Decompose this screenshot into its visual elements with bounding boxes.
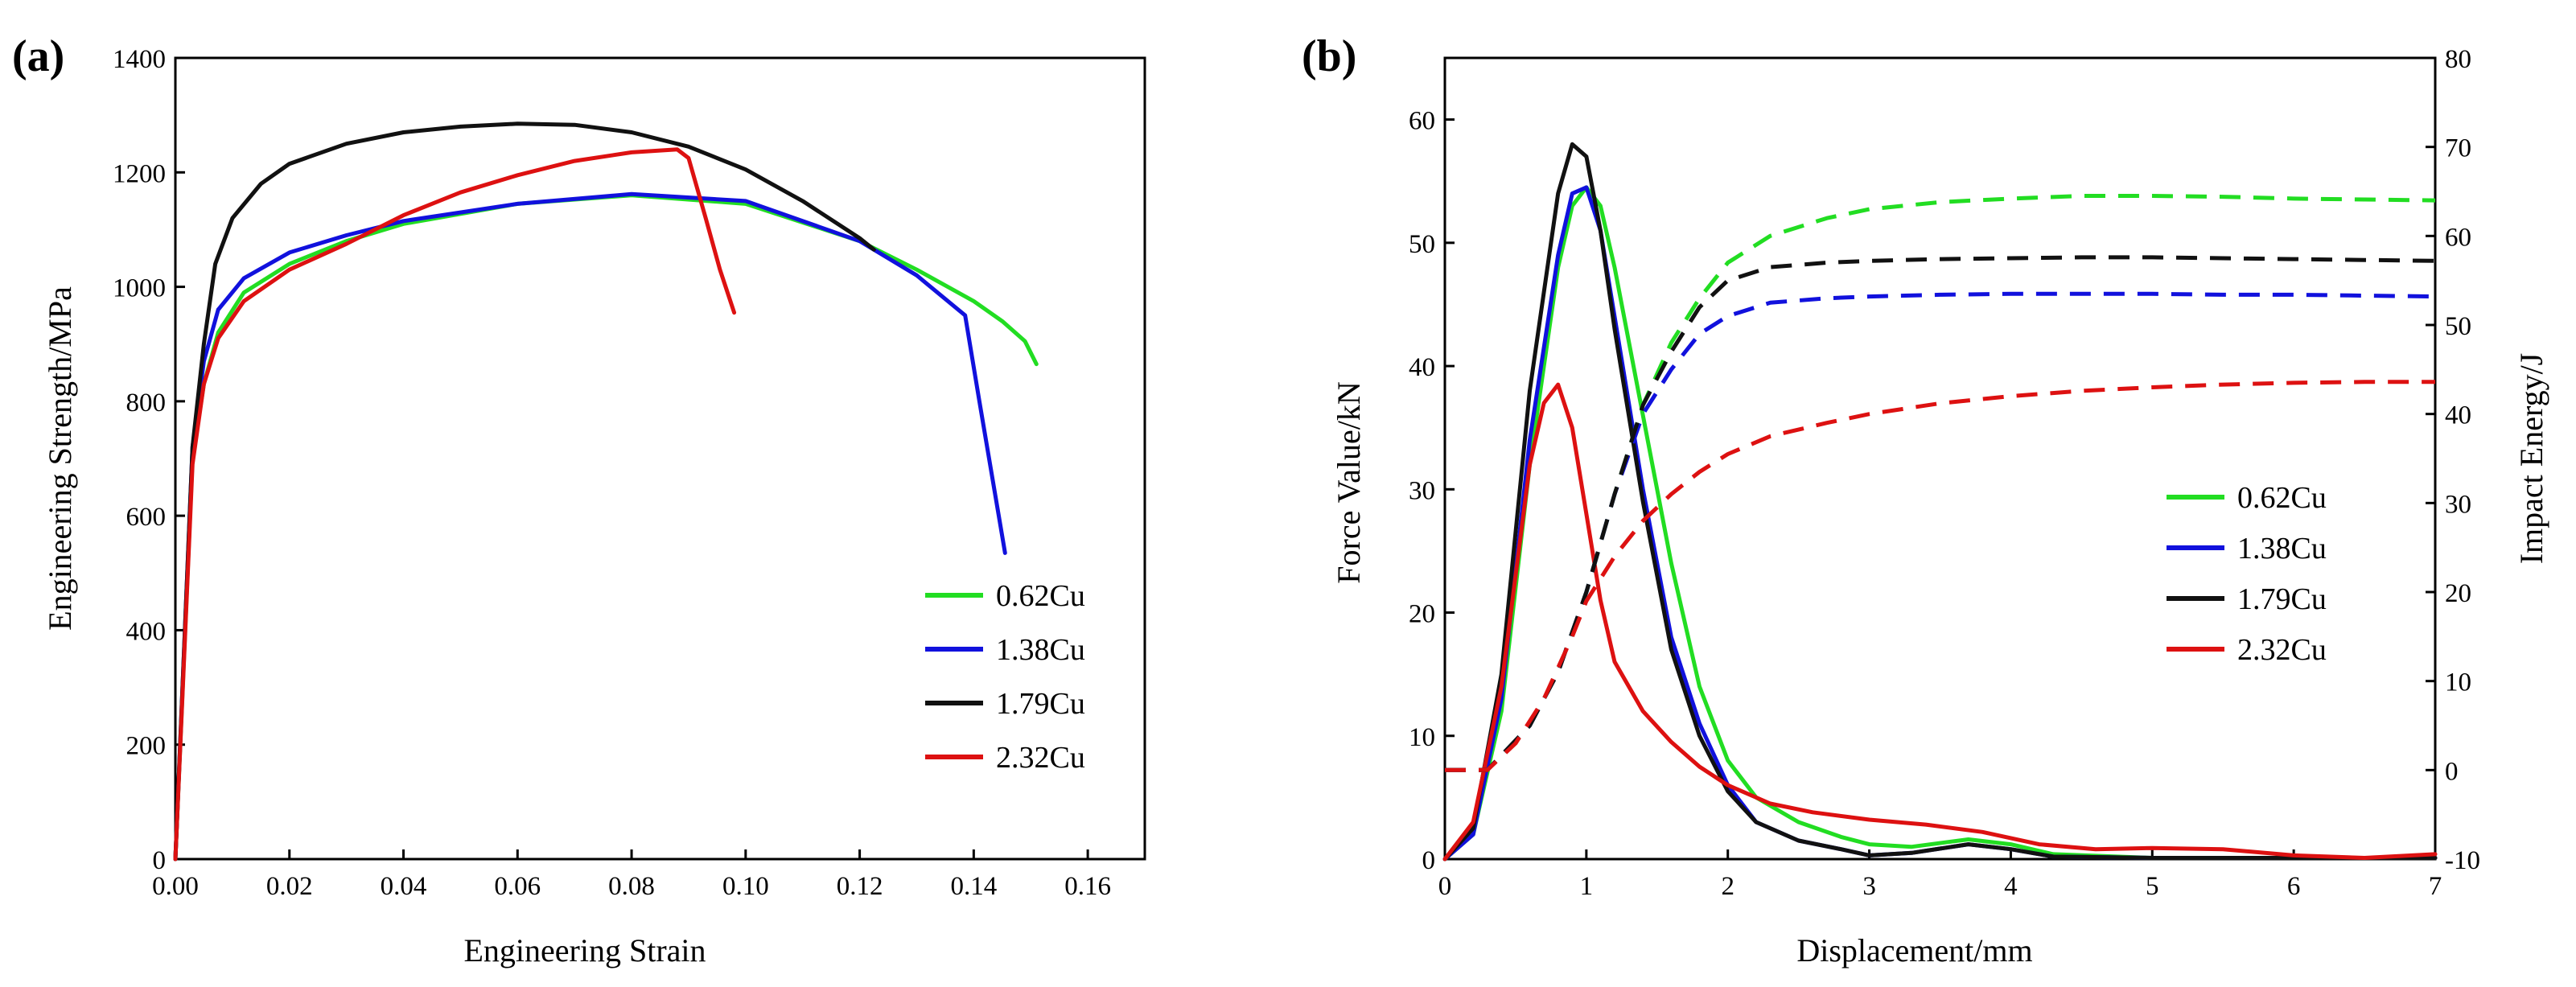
y-tick-label: 1000 xyxy=(113,274,166,303)
series-line-1-79cu xyxy=(173,121,876,862)
panel-a-legend: 0.62Cu 1.38Cu 1.79Cu 2.32Cu xyxy=(925,579,1085,775)
legend-label: 0.62Cu xyxy=(2237,481,2327,515)
y-tick-label: 60 xyxy=(1409,107,1435,136)
x-tick-label: 0.00 xyxy=(152,872,199,901)
y-tick-label: 600 xyxy=(126,503,167,532)
y-tick-label: 20 xyxy=(1409,600,1435,629)
x-tick-label: 5 xyxy=(2146,872,2159,901)
panel-a-x-ticks: 0.00 0.02 0.04 0.06 0.08 0.10 0.12 0.14 0.16 xyxy=(152,849,1111,901)
x-tick-label: 0 xyxy=(1438,872,1452,901)
force-line-1-79cu xyxy=(1442,142,2438,862)
x-tick-label: 0.04 xyxy=(381,872,427,901)
panel-a-label: (a) xyxy=(12,31,64,81)
y-tick-label: 200 xyxy=(126,732,167,761)
legend-label: 2.32Cu xyxy=(2237,633,2327,667)
x-tick-label: 7 xyxy=(2429,872,2442,901)
panel-a-y-ticks: 0 200 400 600 800 1000 1200 1400 xyxy=(113,45,185,875)
x-tick-label: 3 xyxy=(1862,872,1876,901)
x-tick-label: 0.16 xyxy=(1064,872,1111,901)
y2-tick-label: 0 xyxy=(2445,757,2459,786)
x-tick-label: 2 xyxy=(1721,872,1734,901)
legend-label: 0.62Cu xyxy=(996,579,1085,613)
panel-a-x-axis-label: Engineering Strain xyxy=(463,932,706,968)
y2-tick-label: 30 xyxy=(2445,490,2471,519)
panel-b: (b) 0 1 2 3 4 5 6 7 0 10 20 30 40 50 60 -10 0 10 20 30 40 5… xyxy=(1302,31,2549,968)
panel-b-y2-ticks: -10 0 10 20 30 40 50 60 70 80 xyxy=(2426,45,2480,875)
x-tick-label: 0.08 xyxy=(608,872,655,901)
x-tick-label: 0.12 xyxy=(837,872,883,901)
y2-tick-label: 20 xyxy=(2445,579,2471,608)
panel-a-series xyxy=(173,121,1039,862)
y2-tick-label: 40 xyxy=(2445,401,2471,430)
y-tick-label: 0 xyxy=(153,846,167,875)
y2-tick-label: 80 xyxy=(2445,45,2471,74)
legend-label: 1.38Cu xyxy=(996,633,1085,667)
y-tick-label: 50 xyxy=(1409,230,1435,259)
series-line-1-38cu xyxy=(173,191,1007,862)
x-tick-label: 0.02 xyxy=(266,872,313,901)
panel-b-y2-axis-label: Impact Energy/J xyxy=(2513,353,2549,565)
legend-label: 1.38Cu xyxy=(2237,532,2327,565)
x-tick-label: 1 xyxy=(1580,872,1594,901)
series-line-0-62cu xyxy=(173,193,1039,862)
energy-line-0-62cu xyxy=(1445,194,2436,772)
y2-tick-label: 10 xyxy=(2445,668,2471,697)
energy-line-1-38cu xyxy=(1445,291,2436,772)
legend-label: 1.79Cu xyxy=(2237,582,2327,616)
x-tick-label: 6 xyxy=(2287,872,2301,901)
y-tick-label: 800 xyxy=(126,389,167,417)
panel-b-legend: 0.62Cu 1.38Cu 1.79Cu 2.32Cu xyxy=(2167,481,2327,667)
energy-line-2-32cu xyxy=(1445,380,2435,772)
y2-tick-label: 60 xyxy=(2445,223,2471,252)
panel-a-frame xyxy=(174,56,1146,861)
y-tick-label: 1200 xyxy=(113,159,166,188)
panel-b-y-axis-label: Force Value/kN xyxy=(1331,381,1367,583)
force-line-2-32cu xyxy=(1442,382,2438,862)
panel-a: (a) 0.00 0.02 0.04 0.06 0.08 0.10 0.12 0.14 0.16… xyxy=(12,31,1146,968)
legend-label: 2.32Cu xyxy=(996,741,1085,775)
x-tick-label: 0.14 xyxy=(950,872,997,901)
legend-label: 1.79Cu xyxy=(996,687,1085,721)
panel-a-y-axis-label: Engineering Strength/MPa xyxy=(42,286,78,631)
y-tick-label: 10 xyxy=(1409,723,1435,752)
panel-b-label: (b) xyxy=(1302,31,1356,81)
panel-b-x-axis-label: Displacement/mm xyxy=(1796,932,2032,968)
panel-b-frame xyxy=(1443,56,2437,861)
y2-tick-label: 50 xyxy=(2445,312,2471,341)
series-line-2-32cu xyxy=(173,147,737,862)
x-tick-label: 0.10 xyxy=(722,872,769,901)
force-line-0-62cu xyxy=(1442,185,2438,862)
panel-b-y-ticks: 0 10 20 30 40 50 60 xyxy=(1409,107,1455,875)
y-tick-label: 1400 xyxy=(113,45,166,74)
force-line-1-38cu xyxy=(1442,185,2438,862)
panel-b-series xyxy=(1442,142,2438,862)
x-tick-label: 4 xyxy=(2004,872,2018,901)
y-tick-label: 40 xyxy=(1409,353,1435,382)
y2-tick-label: 70 xyxy=(2445,134,2471,163)
y-tick-label: 400 xyxy=(126,617,167,646)
y-tick-label: 0 xyxy=(1422,846,1436,875)
y2-tick-label: -10 xyxy=(2445,846,2480,875)
y-tick-label: 30 xyxy=(1409,476,1435,505)
x-tick-label: 0.06 xyxy=(494,872,541,901)
